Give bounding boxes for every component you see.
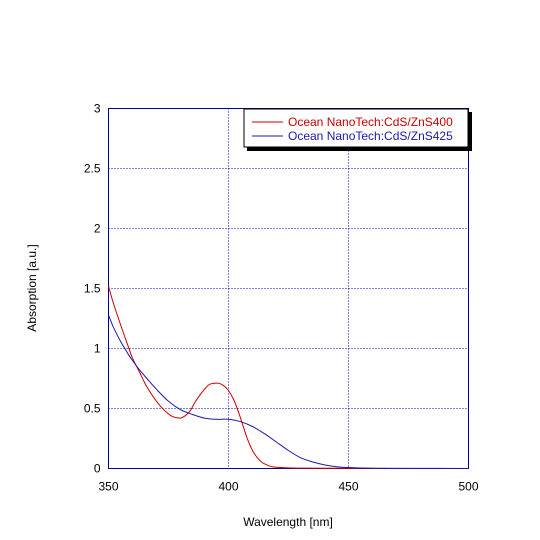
y-tick-label: 0: [94, 462, 101, 476]
y-tick-label: 1: [94, 342, 101, 356]
y-tick-label: 2: [94, 222, 101, 236]
y-tick-label: 0.5: [84, 402, 101, 416]
y-axis-title: Absorption [a.u.]: [25, 244, 39, 331]
series-line-cds-zns400: [108, 285, 469, 469]
grid-lines: [108, 108, 469, 469]
x-axis-title: Wavelength [nm]: [243, 515, 333, 529]
x-tick-labels: 350 400 450 500: [98, 480, 478, 494]
y-tick-label: 2.5: [84, 162, 101, 176]
x-tick-label: 500: [458, 480, 478, 494]
x-tick-label: 450: [338, 480, 358, 494]
series-group: [108, 285, 469, 469]
x-tick-label: 400: [218, 480, 238, 494]
series-line-cds-zns425: [108, 314, 469, 469]
legend-box: [243, 108, 469, 148]
legend-label-cds-zns425: Ocean NanoTech:CdS/ZnS425: [288, 129, 453, 143]
legend: Ocean NanoTech:CdS/ZnS400 Ocean NanoTech…: [243, 108, 472, 151]
legend-label-cds-zns400: Ocean NanoTech:CdS/ZnS400: [288, 115, 453, 129]
y-tick-label: 1.5: [84, 282, 101, 296]
y-tick-label: 3: [94, 102, 101, 116]
x-tick-label: 350: [98, 480, 118, 494]
y-tick-labels: 0 0.5 1 1.5 2 2.5 3: [84, 102, 101, 476]
